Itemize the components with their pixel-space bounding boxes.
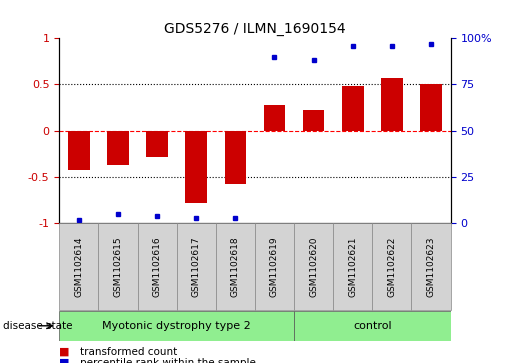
Text: GSM1102623: GSM1102623 xyxy=(426,237,436,297)
Text: transformed count: transformed count xyxy=(80,347,177,357)
Bar xyxy=(59,311,294,340)
Text: GSM1102614: GSM1102614 xyxy=(74,237,83,297)
Bar xyxy=(264,105,285,131)
Bar xyxy=(146,131,168,156)
Bar xyxy=(333,223,372,310)
Bar xyxy=(177,223,216,310)
Bar xyxy=(107,131,129,165)
Text: control: control xyxy=(353,321,392,331)
Bar xyxy=(381,78,403,131)
Bar xyxy=(411,223,451,310)
Bar xyxy=(59,223,98,310)
Bar xyxy=(98,223,138,310)
Title: GDS5276 / ILMN_1690154: GDS5276 / ILMN_1690154 xyxy=(164,22,346,36)
Bar xyxy=(420,85,442,131)
Text: GSM1102619: GSM1102619 xyxy=(270,236,279,297)
Text: GSM1102621: GSM1102621 xyxy=(348,237,357,297)
Bar xyxy=(68,131,90,170)
Text: percentile rank within the sample: percentile rank within the sample xyxy=(80,358,256,363)
Bar xyxy=(225,131,246,184)
Text: GSM1102617: GSM1102617 xyxy=(192,236,201,297)
Bar xyxy=(185,131,207,203)
Text: GSM1102615: GSM1102615 xyxy=(113,236,123,297)
Text: ■: ■ xyxy=(59,358,70,363)
Bar xyxy=(372,223,411,310)
Bar xyxy=(303,110,324,131)
Text: GSM1102618: GSM1102618 xyxy=(231,236,240,297)
Text: Myotonic dystrophy type 2: Myotonic dystrophy type 2 xyxy=(102,321,251,331)
Text: GSM1102620: GSM1102620 xyxy=(309,237,318,297)
Text: GSM1102616: GSM1102616 xyxy=(152,236,162,297)
Bar xyxy=(216,223,255,310)
Text: disease state: disease state xyxy=(3,321,72,331)
Text: GSM1102622: GSM1102622 xyxy=(387,237,397,297)
Bar xyxy=(138,223,177,310)
Bar xyxy=(294,311,451,340)
Text: ■: ■ xyxy=(59,347,70,357)
Bar xyxy=(342,86,364,131)
Bar xyxy=(294,223,333,310)
Bar xyxy=(255,223,294,310)
